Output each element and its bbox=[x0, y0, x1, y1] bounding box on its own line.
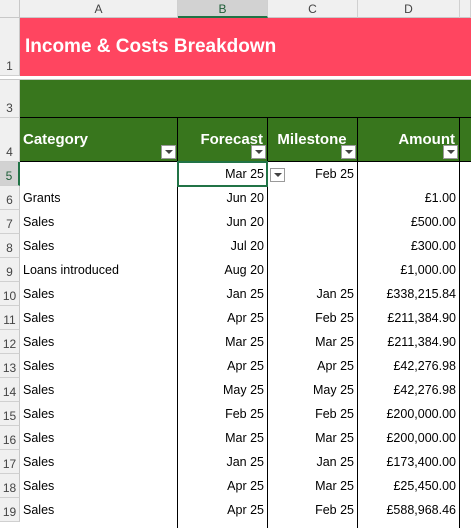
column-header[interactable]: D bbox=[358, 0, 460, 18]
column-header[interactable]: B bbox=[178, 0, 268, 18]
cell[interactable]: Apr 25 bbox=[227, 311, 264, 325]
row-header[interactable]: 12 bbox=[0, 330, 20, 354]
cell[interactable]: Aug 20 bbox=[224, 263, 264, 277]
row-header[interactable]: 14 bbox=[0, 378, 20, 402]
filter-button[interactable] bbox=[161, 145, 176, 159]
column-title: Category bbox=[23, 131, 89, 148]
cell[interactable]: £300.00 bbox=[410, 239, 456, 253]
cell[interactable]: Sales bbox=[23, 431, 55, 445]
cell[interactable]: Sales bbox=[23, 407, 55, 421]
cell[interactable]: £42,276.98 bbox=[393, 383, 456, 397]
row-header[interactable]: 7 bbox=[0, 210, 20, 234]
row-header[interactable]: 10 bbox=[0, 282, 20, 306]
row-header[interactable]: 17 bbox=[0, 450, 20, 474]
column-header[interactable]: A bbox=[20, 0, 178, 18]
cell[interactable]: Feb 25 bbox=[315, 407, 354, 421]
cell[interactable]: £25,450.00 bbox=[393, 479, 456, 493]
cell[interactable]: Jan 25 bbox=[316, 287, 354, 301]
cell[interactable]: Sales bbox=[23, 359, 55, 373]
column-border bbox=[459, 118, 460, 528]
row-header[interactable]: 15 bbox=[0, 402, 20, 426]
filter-button[interactable] bbox=[341, 145, 356, 159]
cell[interactable]: Apr 25 bbox=[227, 503, 264, 517]
row-header[interactable]: 18 bbox=[0, 474, 20, 498]
cell[interactable]: £173,400.00 bbox=[386, 455, 456, 469]
cell[interactable]: Sales bbox=[23, 215, 55, 229]
cell[interactable]: £588,968.46 bbox=[386, 503, 456, 517]
column-title: Amount bbox=[398, 131, 455, 148]
cell[interactable]: £42,276.98 bbox=[393, 359, 456, 373]
cell-dropdown[interactable] bbox=[270, 168, 285, 182]
cell[interactable]: Mar 25 bbox=[225, 335, 264, 349]
cell[interactable]: Grants bbox=[23, 191, 61, 205]
cell[interactable]: Mar 25 bbox=[225, 167, 264, 181]
cell[interactable]: Apr 25 bbox=[227, 359, 264, 373]
cell[interactable]: May 25 bbox=[223, 383, 264, 397]
column-header[interactable]: C bbox=[268, 0, 358, 18]
column-title: Milestone bbox=[277, 131, 347, 148]
cell[interactable]: Apr 25 bbox=[317, 359, 354, 373]
cell[interactable]: £211,384.90 bbox=[387, 335, 456, 349]
column-border bbox=[357, 118, 358, 528]
row-header[interactable]: 16 bbox=[0, 426, 20, 450]
green-band bbox=[20, 80, 471, 118]
row-header[interactable]: 19 bbox=[0, 498, 20, 522]
row-header[interactable]: 9 bbox=[0, 258, 20, 282]
cell[interactable]: £200,000.00 bbox=[386, 407, 456, 421]
row-header[interactable]: 5 bbox=[0, 162, 20, 186]
cell[interactable]: £1.00 bbox=[424, 191, 456, 205]
column-border bbox=[177, 118, 178, 528]
row-header[interactable]: 8 bbox=[0, 234, 20, 258]
cell[interactable]: Mar 25 bbox=[315, 335, 354, 349]
title-banner bbox=[20, 18, 471, 76]
hidden-row-gap bbox=[0, 76, 471, 80]
cell[interactable]: £211,384.90 bbox=[387, 311, 456, 325]
cell[interactable]: £500.00 bbox=[410, 215, 456, 229]
row-header[interactable]: 13 bbox=[0, 354, 20, 378]
cell[interactable]: Jan 25 bbox=[226, 455, 264, 469]
cell[interactable]: Apr 25 bbox=[227, 479, 264, 493]
cell[interactable]: £338,215.84 bbox=[386, 287, 456, 301]
cell[interactable]: £1,000.00 bbox=[400, 263, 456, 277]
cell[interactable]: Jan 25 bbox=[316, 455, 354, 469]
cell[interactable]: Mar 25 bbox=[315, 479, 354, 493]
header-band bbox=[20, 118, 471, 162]
cell[interactable]: Feb 25 bbox=[315, 503, 354, 517]
column-header[interactable] bbox=[460, 0, 471, 18]
cell[interactable]: Jan 25 bbox=[226, 287, 264, 301]
cell[interactable]: Jun 20 bbox=[226, 191, 264, 205]
cell[interactable]: Jun 20 bbox=[226, 215, 264, 229]
row-header[interactable]: 4 bbox=[0, 118, 20, 162]
cell[interactable]: Mar 25 bbox=[315, 431, 354, 445]
cell[interactable]: Sales bbox=[23, 311, 55, 325]
cell[interactable]: Sales bbox=[23, 503, 55, 517]
cell[interactable]: Sales bbox=[23, 335, 55, 349]
cell[interactable]: May 25 bbox=[313, 383, 354, 397]
cell[interactable]: Feb 25 bbox=[315, 311, 354, 325]
cell[interactable]: £200,000.00 bbox=[386, 431, 456, 445]
row-header[interactable]: 11 bbox=[0, 306, 20, 330]
cell[interactable]: Sales bbox=[23, 455, 55, 469]
row-header[interactable]: 1 bbox=[0, 18, 20, 76]
cell[interactable]: Sales bbox=[23, 287, 55, 301]
select-all[interactable] bbox=[0, 0, 20, 18]
cell[interactable]: Feb 25 bbox=[225, 407, 264, 421]
filter-button[interactable] bbox=[443, 145, 458, 159]
row-header[interactable]: 3 bbox=[0, 80, 20, 118]
cell[interactable]: Feb 25 bbox=[315, 167, 354, 181]
title: Income & Costs Breakdown bbox=[25, 36, 277, 57]
cell[interactable]: Loans introduced bbox=[23, 263, 119, 277]
cell[interactable]: Sales bbox=[23, 239, 55, 253]
cell[interactable]: Sales bbox=[23, 383, 55, 397]
column-border bbox=[267, 118, 268, 528]
cell[interactable]: Jul 20 bbox=[230, 239, 264, 253]
column-title: Forecast bbox=[200, 131, 263, 148]
cell[interactable]: Sales bbox=[23, 479, 55, 493]
row-header[interactable]: 6 bbox=[0, 186, 20, 210]
filter-button[interactable] bbox=[251, 145, 266, 159]
selected-cell bbox=[177, 161, 268, 187]
cell[interactable]: Mar 25 bbox=[225, 431, 264, 445]
